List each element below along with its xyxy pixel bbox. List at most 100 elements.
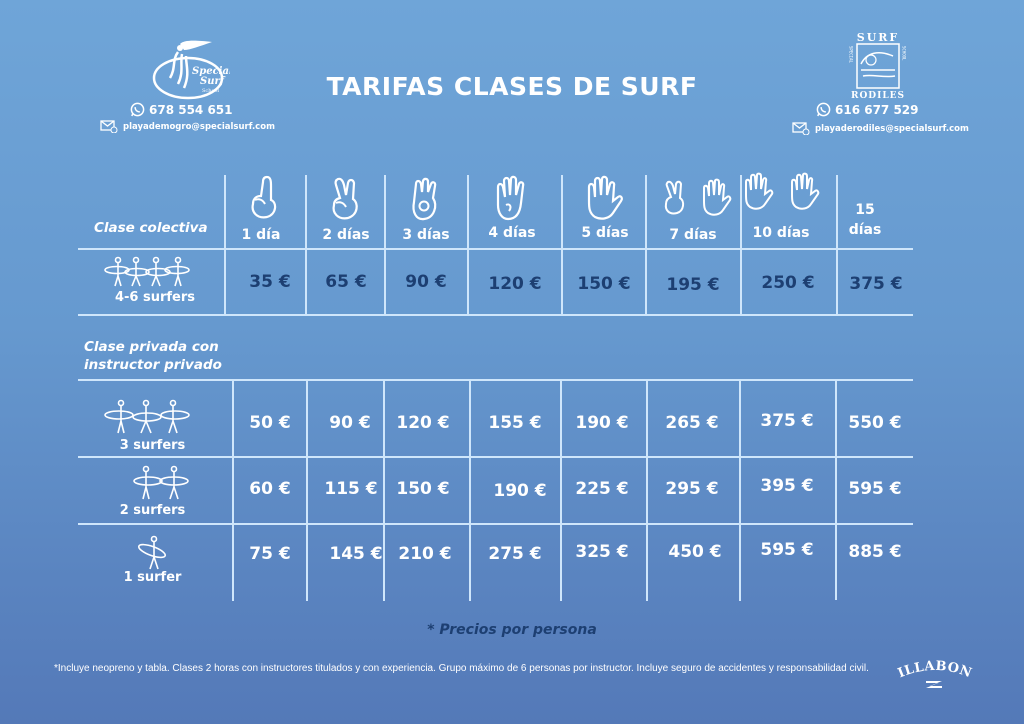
price-2s-4-days: 190 € bbox=[493, 481, 547, 501]
price-3s-4-days: 155 € bbox=[488, 413, 542, 433]
col-header-5-days: 5 días bbox=[581, 225, 629, 241]
price-2s-1-day: 60 € bbox=[249, 479, 291, 499]
divider bbox=[467, 175, 469, 315]
divider bbox=[305, 175, 307, 315]
divider bbox=[78, 456, 913, 458]
svg-text:SPECIAL: SPECIAL bbox=[849, 46, 854, 63]
left-email[interactable]: playademogro@specialsurf.com bbox=[100, 120, 275, 133]
price-group-10-days: 250 € bbox=[761, 273, 815, 293]
svg-text:Surf: Surf bbox=[200, 76, 226, 87]
col-header-2-days: 2 días bbox=[322, 227, 370, 243]
col-header-3-days: 3 días bbox=[402, 227, 450, 243]
svg-text:School: School bbox=[202, 88, 219, 94]
price-3s-1-day: 50 € bbox=[249, 413, 291, 433]
left-phone[interactable]: 678 554 651 bbox=[130, 102, 233, 117]
price-3s-7-days: 265 € bbox=[665, 413, 719, 433]
divider bbox=[306, 380, 308, 601]
col-header-10-days: 10 días bbox=[752, 225, 810, 241]
two-surfers-icon bbox=[128, 465, 192, 501]
price-1s-7-days: 450 € bbox=[668, 542, 722, 562]
four-finger-hand-icon bbox=[492, 175, 530, 223]
price-3s-2-days: 90 € bbox=[329, 413, 371, 433]
price-1s-3-days: 210 € bbox=[398, 544, 452, 564]
surf-rodiles-logo: SURF RODILES SPECIAL SCHOOL bbox=[843, 30, 913, 102]
divider bbox=[645, 175, 647, 315]
svg-text:SCHOOL: SCHOOL bbox=[902, 46, 907, 61]
price-group-3-days: 90 € bbox=[405, 272, 447, 292]
price-1s-4-days: 275 € bbox=[488, 544, 542, 564]
divider bbox=[739, 380, 741, 601]
price-2s-2-days: 115 € bbox=[324, 479, 378, 499]
divider bbox=[232, 380, 234, 601]
price-1s-15-days: 885 € bbox=[848, 542, 902, 562]
divider bbox=[384, 175, 386, 315]
price-group-5-days: 150 € bbox=[577, 274, 631, 294]
price-group-2-days: 65 € bbox=[325, 272, 367, 292]
divider bbox=[78, 314, 913, 316]
row-label-1-surfer: 1 surfer bbox=[123, 570, 182, 585]
row-label-2-surfers: 2 surfers bbox=[119, 503, 186, 518]
divider bbox=[560, 380, 562, 601]
price-3s-5-days: 190 € bbox=[575, 413, 629, 433]
peace-hand-icon bbox=[328, 175, 364, 221]
svg-text:Special: Special bbox=[192, 66, 230, 77]
price-2s-7-days: 295 € bbox=[665, 479, 719, 499]
price-2s-10-days: 395 € bbox=[760, 476, 814, 496]
right-email[interactable]: playaderodiles@specialsurf.com bbox=[792, 122, 969, 135]
col-header-4-days: 4 días bbox=[488, 225, 536, 241]
one-finger-hand-icon bbox=[247, 174, 281, 220]
row-label-4-6-surfers: 4-6 surfers bbox=[114, 290, 196, 305]
svg-text:BILLABONG: BILLABONG bbox=[893, 657, 974, 681]
divider bbox=[224, 175, 226, 315]
svg-text:RODILES: RODILES bbox=[851, 91, 905, 101]
billabong-logo: BILLABONG bbox=[893, 657, 977, 693]
price-group-4-days: 120 € bbox=[488, 274, 542, 294]
left-email-address: playademogro@specialsurf.com bbox=[123, 121, 275, 132]
price-1s-2-days: 145 € bbox=[329, 544, 383, 564]
left-phone-number: 678 554 651 bbox=[149, 102, 233, 117]
email-icon bbox=[792, 122, 810, 135]
private-class-label: Clase privada con instructor privado bbox=[84, 339, 222, 373]
fine-print: *Incluye neopreno y tabla. Clases 2 hora… bbox=[54, 663, 869, 674]
price-1s-1-day: 75 € bbox=[249, 544, 291, 564]
col-header-7-days: 7 días bbox=[669, 227, 717, 243]
price-2s-15-days: 595 € bbox=[848, 479, 902, 499]
price-2s-5-days: 225 € bbox=[575, 479, 629, 499]
price-1s-5-days: 325 € bbox=[575, 542, 629, 562]
two-open-hands-icon bbox=[742, 172, 832, 214]
divider bbox=[646, 380, 648, 601]
four-surfers-icon bbox=[104, 256, 190, 288]
price-3s-3-days: 120 € bbox=[396, 413, 450, 433]
email-icon bbox=[100, 120, 118, 133]
svg-text:SURF: SURF bbox=[857, 31, 900, 44]
divider bbox=[469, 380, 471, 601]
divider bbox=[835, 380, 837, 600]
price-per-person-note: * Precios por persona bbox=[427, 622, 597, 638]
row-label-3-surfers: 3 surfers bbox=[119, 438, 186, 453]
price-group-7-days: 195 € bbox=[666, 275, 720, 295]
group-class-label: Clase colectiva bbox=[94, 220, 208, 236]
right-email-address: playaderodiles@specialsurf.com bbox=[815, 123, 969, 134]
three-finger-hand-icon bbox=[408, 176, 442, 222]
col-header-1-day: 1 día bbox=[241, 227, 281, 243]
divider bbox=[740, 175, 742, 315]
price-2s-3-days: 150 € bbox=[396, 479, 450, 499]
price-3s-10-days: 375 € bbox=[760, 411, 814, 431]
right-phone-number: 616 677 529 bbox=[835, 102, 919, 117]
peace-plus-open-hand-icon bbox=[662, 178, 734, 218]
divider bbox=[561, 175, 563, 315]
page-title: TARIFAS CLASES DE SURF bbox=[326, 72, 698, 101]
divider bbox=[78, 248, 913, 250]
right-phone[interactable]: 616 677 529 bbox=[816, 102, 919, 117]
price-3s-15-days: 550 € bbox=[848, 413, 902, 433]
one-surfer-icon bbox=[136, 535, 170, 571]
special-surf-logo: Special Surf School bbox=[150, 38, 230, 100]
divider bbox=[383, 380, 385, 601]
divider bbox=[78, 379, 913, 381]
divider bbox=[78, 523, 913, 525]
whatsapp-icon bbox=[816, 102, 831, 117]
col-header-15-days: 15 días bbox=[848, 202, 882, 238]
price-group-15-days: 375 € bbox=[849, 274, 903, 294]
divider bbox=[836, 175, 838, 315]
open-hand-icon bbox=[581, 175, 625, 221]
